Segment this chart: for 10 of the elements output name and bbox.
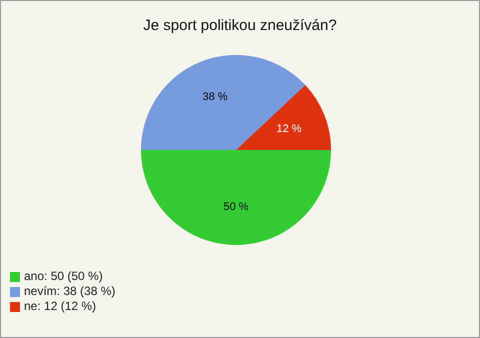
legend-label: ne: 12 (12 %) bbox=[24, 299, 96, 313]
data-label: 50 % bbox=[223, 201, 249, 213]
legend-label: ano: 50 (50 %) bbox=[24, 269, 103, 283]
pie-slice bbox=[236, 84, 331, 150]
chart-title: Je sport politikou zneužíván? bbox=[142, 17, 338, 34]
data-label: 12 % bbox=[276, 123, 302, 136]
data-label: 38 % bbox=[202, 91, 228, 104]
pie-slice bbox=[141, 55, 306, 150]
pie-slice bbox=[141, 150, 331, 245]
legend-label: nevím: 38 (38 %) bbox=[24, 284, 116, 298]
